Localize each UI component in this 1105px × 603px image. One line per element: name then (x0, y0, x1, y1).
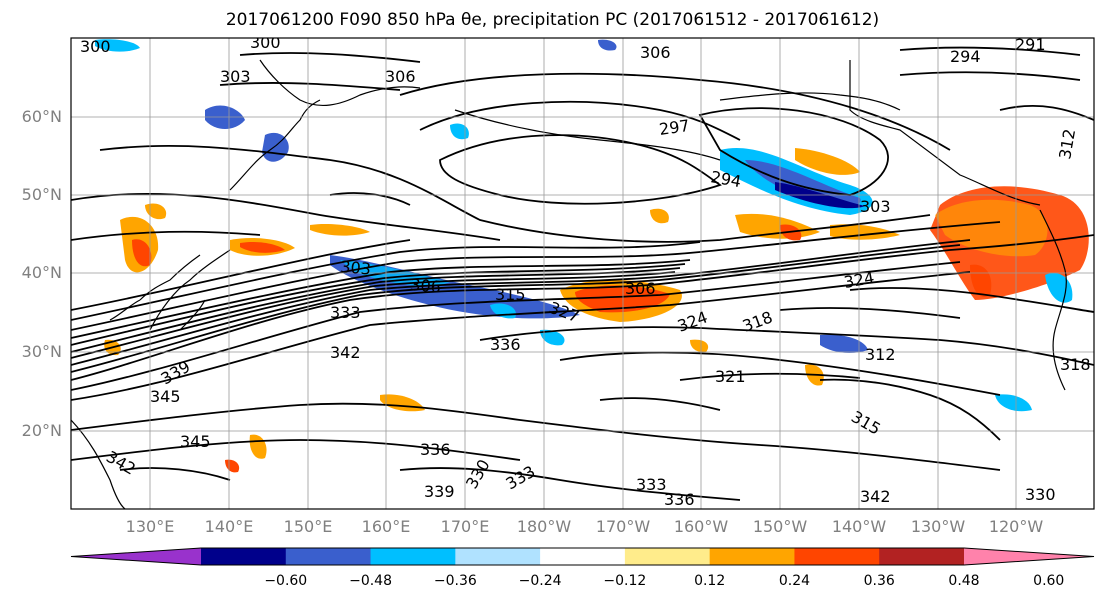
colorbar-tick-label: 0.48 (948, 573, 980, 589)
map-title: 2017061200 F090 850 hPa θe, precipitatio… (225, 10, 880, 30)
colorbar-segment (879, 548, 965, 565)
contour-label: 318 (1060, 355, 1091, 374)
lon-label-140w: 140°W (831, 517, 887, 536)
colorbar-tick-label: 0.12 (694, 573, 726, 589)
colorbar-tick-label: −0.48 (349, 573, 392, 589)
colorbar-extension-high (964, 548, 1094, 565)
colorbar-tick-label: −0.24 (518, 573, 562, 589)
lon-label-130e: 130°E (125, 517, 175, 536)
contour-label: 297 (658, 116, 691, 139)
contour-label: 306 (640, 43, 671, 62)
colorbar-segment (201, 548, 287, 565)
lon-label-160e: 160°E (361, 517, 411, 536)
contour-label: 330 (1025, 485, 1056, 504)
contour-label: 333 (330, 303, 361, 322)
lat-label-30n: 30°N (21, 342, 62, 361)
contour-label: 294 (950, 47, 981, 66)
contour-label: 306 (625, 279, 656, 298)
contour-label: 312 (865, 345, 896, 364)
lon-label-170e: 170°E (440, 517, 490, 536)
lat-label-60n: 60°N (21, 107, 62, 126)
contour-label: 336 (490, 335, 521, 354)
contour-label: 303 (220, 67, 251, 86)
colorbar-tick-label: 0.60 (1033, 573, 1065, 589)
contour-label: 336 (664, 490, 695, 509)
colorbar-tick-label: −0.36 (433, 573, 477, 589)
map-frame (70, 37, 1095, 510)
contour-label: 345 (150, 387, 181, 406)
contour-label: 321 (715, 367, 746, 386)
contour-label: 306 (385, 67, 416, 86)
contour-label: 345 (180, 432, 211, 451)
colorbar-segment (709, 548, 795, 565)
contour-label: 315 (495, 285, 526, 304)
contour-label: 303 (340, 257, 372, 279)
colorbar-extension-low (71, 548, 201, 565)
lon-label-180w: 180°W (516, 517, 572, 536)
colorbar-tick-label: −0.60 (264, 573, 308, 589)
contour-label: 339 (424, 482, 455, 501)
contour-label: 300 (80, 37, 111, 56)
lon-label-150e: 150°E (283, 517, 333, 536)
colorbar-tick-label: −0.12 (603, 573, 647, 589)
colorbar-segment (370, 548, 456, 565)
lon-label-120w: 120°W (988, 517, 1044, 536)
contour-label: 303 (860, 197, 891, 216)
lat-label-20n: 20°N (21, 421, 62, 440)
lon-label-130w: 130°W (910, 517, 966, 536)
contour-label: 300 (250, 33, 281, 52)
colorbar-tick-label: 0.24 (778, 573, 811, 589)
lat-label-40n: 40°N (21, 263, 62, 282)
colorbar-segment (285, 548, 372, 565)
lon-label-140e: 140°E (204, 517, 254, 536)
colorbar-tick-label: 0.36 (863, 573, 895, 589)
lon-label-150w: 150°W (752, 517, 808, 536)
theta-e-contours (71, 46, 1094, 501)
colorbar-segment (624, 548, 711, 565)
contour-label: 306 (410, 275, 442, 297)
contour-label: 342 (330, 343, 361, 362)
colorbar-segment (540, 548, 626, 565)
contour-label: 336 (420, 440, 451, 459)
lon-label-160w: 160°W (673, 517, 729, 536)
contour-label: 333 (636, 475, 667, 494)
lon-label-170w: 170°W (595, 517, 651, 536)
contour-label: 342 (860, 487, 891, 506)
contour-label: 291 (1015, 35, 1046, 54)
lat-label-50n: 50°N (21, 185, 62, 204)
gridlines (71, 38, 1094, 509)
colorbar-segment (455, 548, 541, 565)
colorbar-segment (794, 548, 880, 565)
